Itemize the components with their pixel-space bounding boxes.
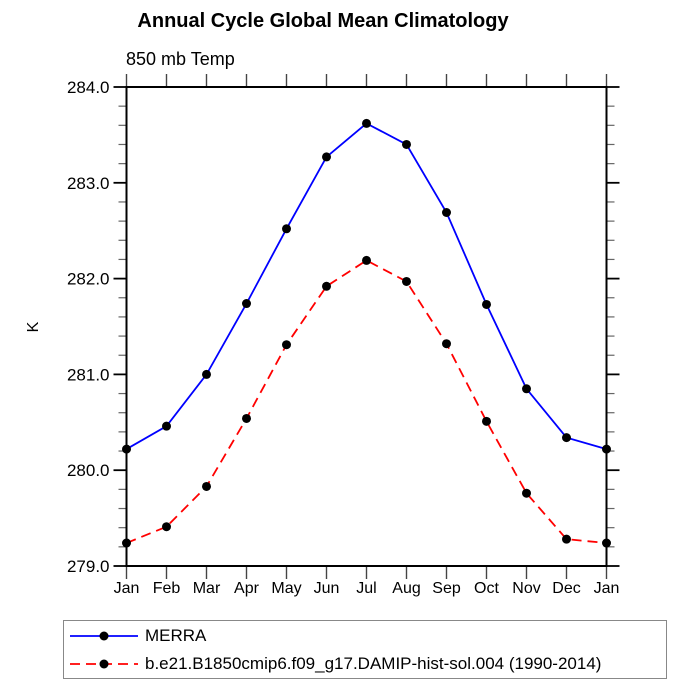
data-point-marker-0 (402, 139, 411, 149)
legend-item-model: b.e21.B1850cmip6.f09_g17.DAMIP-hist-sol.… (64, 650, 666, 678)
x-tick-label: Apr (234, 580, 260, 597)
data-point-marker-0 (242, 299, 251, 309)
legend-line-sample-merra (70, 631, 138, 640)
data-point-marker-0 (162, 421, 171, 431)
data-point-marker-1 (122, 538, 131, 548)
x-tick-label: Mar (193, 580, 221, 597)
y-tick-label: 280.0 (67, 461, 110, 480)
series-line-1 (126, 259, 607, 544)
data-point-marker-1 (482, 416, 491, 426)
data-point-marker-0 (202, 369, 211, 379)
y-tick-label: 283.0 (67, 174, 110, 193)
data-point-marker-1 (522, 488, 531, 498)
data-point-marker-0 (322, 152, 331, 162)
data-point-marker-1 (402, 276, 411, 286)
y-tick-label: 282.0 (67, 270, 110, 289)
y-tick-label: 281.0 (67, 365, 110, 384)
x-tick-label: May (271, 580, 301, 597)
legend: MERRA b.e21.B1850cmip6.f09_g17.DAMIP-his… (63, 620, 667, 679)
x-tick-label: Jan (114, 580, 140, 597)
data-point-marker-1 (322, 281, 331, 291)
data-point-marker-0 (602, 444, 611, 454)
series-line-0 (126, 122, 607, 450)
data-point-marker-1 (442, 339, 451, 349)
data-point-marker-0 (122, 444, 131, 454)
data-point-marker-1 (202, 481, 211, 491)
data-point-marker-0 (362, 118, 371, 128)
data-point-marker-0 (522, 384, 531, 394)
chart-title: Annual Cycle Global Mean Climatology (137, 10, 509, 32)
chart-subtitle: 850 mb Temp (126, 49, 235, 69)
legend-sample-marker (99, 631, 109, 640)
x-tick-label: Jan (594, 580, 620, 597)
data-point-marker-1 (362, 255, 371, 265)
legend-line-sample-model (70, 659, 138, 668)
data-point-marker-1 (602, 538, 611, 548)
data-point-marker-1 (162, 522, 171, 532)
data-point-marker-0 (282, 224, 291, 234)
x-tick-label: Dec (552, 580, 580, 597)
data-point-marker-0 (442, 207, 451, 217)
x-tick-label: Feb (153, 580, 181, 597)
x-tick-label: Aug (392, 580, 420, 597)
legend-sample-marker (99, 659, 109, 668)
x-tick-label: Oct (474, 580, 499, 597)
data-point-marker-1 (562, 534, 571, 544)
data-point-marker-0 (562, 433, 571, 443)
y-tick-label: 284.0 (67, 78, 110, 97)
y-axis-label: K (25, 321, 42, 333)
legend-label-model: b.e21.B1850cmip6.f09_g17.DAMIP-hist-sol.… (145, 653, 602, 673)
data-point-marker-1 (282, 340, 291, 350)
legend-label-merra: MERRA (145, 625, 207, 645)
x-tick-label: Jun (314, 580, 340, 597)
data-point-marker-0 (482, 299, 491, 309)
x-tick-label: Nov (512, 580, 540, 597)
x-tick-label: Sep (432, 580, 461, 597)
y-tick-label: 279.0 (67, 557, 110, 576)
axis-frame (125, 86, 608, 567)
legend-item-merra: MERRA (64, 622, 666, 650)
x-tick-label: Jul (356, 580, 376, 597)
data-point-marker-1 (242, 413, 251, 423)
